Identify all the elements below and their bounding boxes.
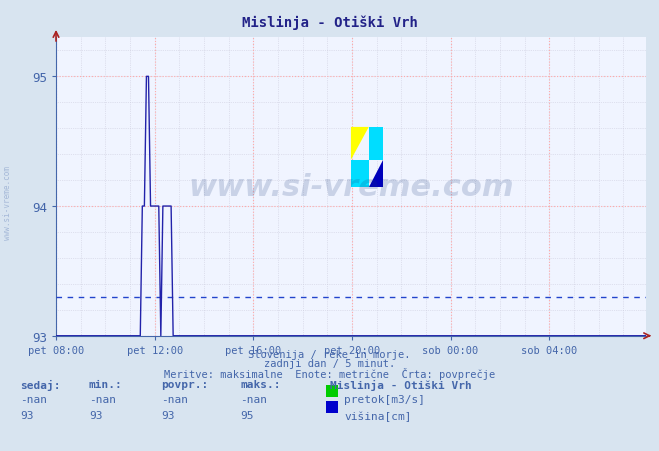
Text: maks.:: maks.: — [241, 379, 281, 389]
Text: 93: 93 — [161, 410, 175, 420]
Text: sedaj:: sedaj: — [20, 379, 60, 390]
Polygon shape — [351, 128, 384, 187]
Text: -nan: -nan — [241, 395, 268, 405]
Text: Slovenija / reke in morje.: Slovenija / reke in morje. — [248, 350, 411, 359]
Text: www.si-vreme.com: www.si-vreme.com — [188, 173, 514, 202]
Text: min.:: min.: — [89, 379, 123, 389]
Polygon shape — [369, 161, 384, 187]
Text: www.si-vreme.com: www.si-vreme.com — [3, 166, 13, 240]
Text: -nan: -nan — [20, 395, 47, 405]
Text: zadnji dan / 5 minut.: zadnji dan / 5 minut. — [264, 359, 395, 368]
Text: 95: 95 — [241, 410, 254, 420]
Polygon shape — [351, 128, 369, 161]
Text: povpr.:: povpr.: — [161, 379, 209, 389]
Text: Meritve: maksimalne  Enote: metrične  Črta: povprečje: Meritve: maksimalne Enote: metrične Črta… — [164, 368, 495, 380]
Text: 93: 93 — [89, 410, 102, 420]
Text: Mislinja - Otiški Vrh: Mislinja - Otiški Vrh — [330, 379, 471, 390]
Text: pretok[m3/s]: pretok[m3/s] — [344, 395, 425, 405]
Text: Mislinja - Otiški Vrh: Mislinja - Otiški Vrh — [242, 16, 417, 30]
Text: -nan: -nan — [89, 395, 116, 405]
Text: višina[cm]: višina[cm] — [344, 410, 411, 421]
Text: -nan: -nan — [161, 395, 188, 405]
Text: 93: 93 — [20, 410, 33, 420]
